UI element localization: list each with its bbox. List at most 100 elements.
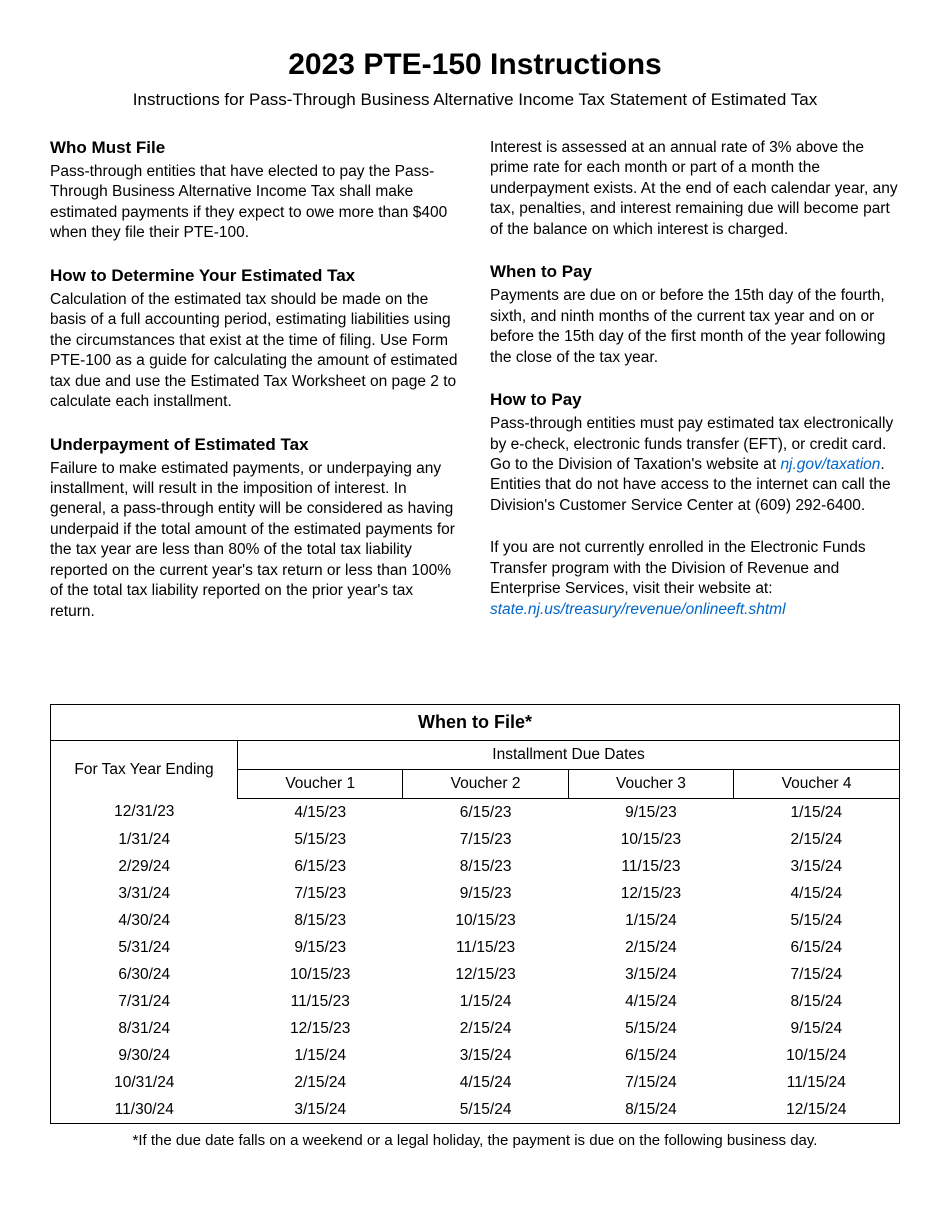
- table-cell: 3/15/24: [568, 961, 733, 988]
- table-cell: 3/31/24: [51, 880, 238, 907]
- table-row: 8/31/2412/15/232/15/245/15/249/15/24: [51, 1015, 899, 1042]
- table-cell: 7/31/24: [51, 988, 238, 1015]
- table-cell: 2/15/24: [238, 1069, 403, 1096]
- table-cell: 6/15/24: [568, 1042, 733, 1069]
- col-voucher-2: Voucher 2: [403, 770, 568, 799]
- who-must-file-body: Pass-through entities that have elected …: [50, 162, 460, 244]
- table-cell: 9/15/24: [734, 1015, 899, 1042]
- how-to-pay-p2-pre: If you are not currently enrolled in the…: [490, 539, 866, 597]
- table-cell: 6/15/23: [238, 853, 403, 880]
- interest-body: Interest is assessed at an annual rate o…: [490, 138, 900, 240]
- table-cell: 5/15/23: [238, 826, 403, 853]
- eft-link[interactable]: state.nj.us/treasury/revenue/onlineeft.s…: [490, 601, 786, 618]
- table-cell: 2/29/24: [51, 853, 238, 880]
- table-cell: 3/15/24: [734, 853, 899, 880]
- table-cell: 10/15/23: [238, 961, 403, 988]
- right-column: Interest is assessed at an annual rate o…: [490, 138, 900, 644]
- table-cell: 10/15/24: [734, 1042, 899, 1069]
- table-row: 10/31/242/15/244/15/247/15/2411/15/24: [51, 1069, 899, 1096]
- table-cell: 5/15/24: [734, 907, 899, 934]
- table-row: 9/30/241/15/243/15/246/15/2410/15/24: [51, 1042, 899, 1069]
- table-cell: 11/15/23: [238, 988, 403, 1015]
- table-cell: 6/15/24: [734, 934, 899, 961]
- how-to-pay-body: Pass-through entities must pay estimated…: [490, 414, 900, 516]
- table-row: 6/30/2410/15/2312/15/233/15/247/15/24: [51, 961, 899, 988]
- table-cell: 11/15/23: [403, 934, 568, 961]
- table-cell: 7/15/23: [403, 826, 568, 853]
- when-to-pay-body: Payments are due on or before the 15th d…: [490, 286, 900, 368]
- table-cell: 6/30/24: [51, 961, 238, 988]
- table-cell: 7/15/23: [238, 880, 403, 907]
- table-cell: 2/15/24: [568, 934, 733, 961]
- table-cell: 11/15/24: [734, 1069, 899, 1096]
- col-tax-year-ending: For Tax Year Ending: [51, 741, 238, 799]
- how-determine-body: Calculation of the estimated tax should …: [50, 290, 460, 413]
- when-to-file-table: For Tax Year Ending Installment Due Date…: [51, 741, 899, 1123]
- table-footnote: *If the due date falls on a weekend or a…: [50, 1132, 900, 1149]
- table-row: 12/31/234/15/236/15/239/15/231/15/24: [51, 799, 899, 827]
- table-cell: 4/15/24: [568, 988, 733, 1015]
- col-installment-due-dates: Installment Due Dates: [238, 741, 899, 770]
- table-cell: 8/15/23: [403, 853, 568, 880]
- table-cell: 12/15/24: [734, 1096, 899, 1123]
- table-cell: 9/15/23: [568, 799, 733, 827]
- col-voucher-3: Voucher 3: [568, 770, 733, 799]
- table-cell: 12/15/23: [403, 961, 568, 988]
- table-cell: 5/15/24: [568, 1015, 733, 1042]
- table-row: 11/30/243/15/245/15/248/15/2412/15/24: [51, 1096, 899, 1123]
- table-cell: 4/30/24: [51, 907, 238, 934]
- table-row: 5/31/249/15/2311/15/232/15/246/15/24: [51, 934, 899, 961]
- table-row: 3/31/247/15/239/15/2312/15/234/15/24: [51, 880, 899, 907]
- table-cell: 1/15/24: [238, 1042, 403, 1069]
- table-cell: 4/15/24: [403, 1069, 568, 1096]
- table-cell: 9/15/23: [403, 880, 568, 907]
- table-cell: 2/15/24: [403, 1015, 568, 1042]
- when-to-pay-heading: When to Pay: [490, 262, 900, 282]
- table-cell: 10/15/23: [568, 826, 733, 853]
- table-cell: 9/15/23: [238, 934, 403, 961]
- table-cell: 3/15/24: [403, 1042, 568, 1069]
- col-voucher-1: Voucher 1: [238, 770, 403, 799]
- table-row: 1/31/245/15/237/15/2310/15/232/15/24: [51, 826, 899, 853]
- col-voucher-4: Voucher 4: [734, 770, 899, 799]
- left-column: Who Must File Pass-through entities that…: [50, 138, 460, 644]
- how-determine-heading: How to Determine Your Estimated Tax: [50, 266, 460, 286]
- how-to-pay-p2: If you are not currently enrolled in the…: [490, 538, 900, 620]
- table-cell: 7/15/24: [568, 1069, 733, 1096]
- table-title: When to File*: [51, 705, 899, 741]
- table-cell: 4/15/23: [238, 799, 403, 827]
- table-cell: 1/15/24: [403, 988, 568, 1015]
- page-subtitle: Instructions for Pass-Through Business A…: [50, 90, 900, 110]
- table-cell: 8/15/24: [568, 1096, 733, 1123]
- how-to-pay-heading: How to Pay: [490, 390, 900, 410]
- table-cell: 7/15/24: [734, 961, 899, 988]
- table-cell: 9/30/24: [51, 1042, 238, 1069]
- table-cell: 4/15/24: [734, 880, 899, 907]
- table-cell: 12/15/23: [568, 880, 733, 907]
- table-cell: 2/15/24: [734, 826, 899, 853]
- table-cell: 5/31/24: [51, 934, 238, 961]
- underpayment-body: Failure to make estimated payments, or u…: [50, 459, 460, 623]
- table-cell: 10/31/24: [51, 1069, 238, 1096]
- table-cell: 10/15/23: [403, 907, 568, 934]
- table-cell: 8/31/24: [51, 1015, 238, 1042]
- table-cell: 11/30/24: [51, 1096, 238, 1123]
- table-cell: 1/31/24: [51, 826, 238, 853]
- table-cell: 6/15/23: [403, 799, 568, 827]
- table-cell: 8/15/23: [238, 907, 403, 934]
- underpayment-heading: Underpayment of Estimated Tax: [50, 435, 460, 455]
- content-columns: Who Must File Pass-through entities that…: [50, 138, 900, 644]
- table-cell: 12/15/23: [238, 1015, 403, 1042]
- who-must-file-heading: Who Must File: [50, 138, 460, 158]
- table-cell: 11/15/23: [568, 853, 733, 880]
- table-row: 7/31/2411/15/231/15/244/15/248/15/24: [51, 988, 899, 1015]
- table-cell: 8/15/24: [734, 988, 899, 1015]
- table-row: 4/30/248/15/2310/15/231/15/245/15/24: [51, 907, 899, 934]
- table-row: 2/29/246/15/238/15/2311/15/233/15/24: [51, 853, 899, 880]
- table-cell: 1/15/24: [734, 799, 899, 827]
- table-cell: 5/15/24: [403, 1096, 568, 1123]
- taxation-link[interactable]: nj.gov/taxation: [780, 456, 880, 473]
- table-cell: 12/31/23: [51, 799, 238, 827]
- table-cell: 1/15/24: [568, 907, 733, 934]
- page-title: 2023 PTE-150 Instructions: [50, 48, 900, 82]
